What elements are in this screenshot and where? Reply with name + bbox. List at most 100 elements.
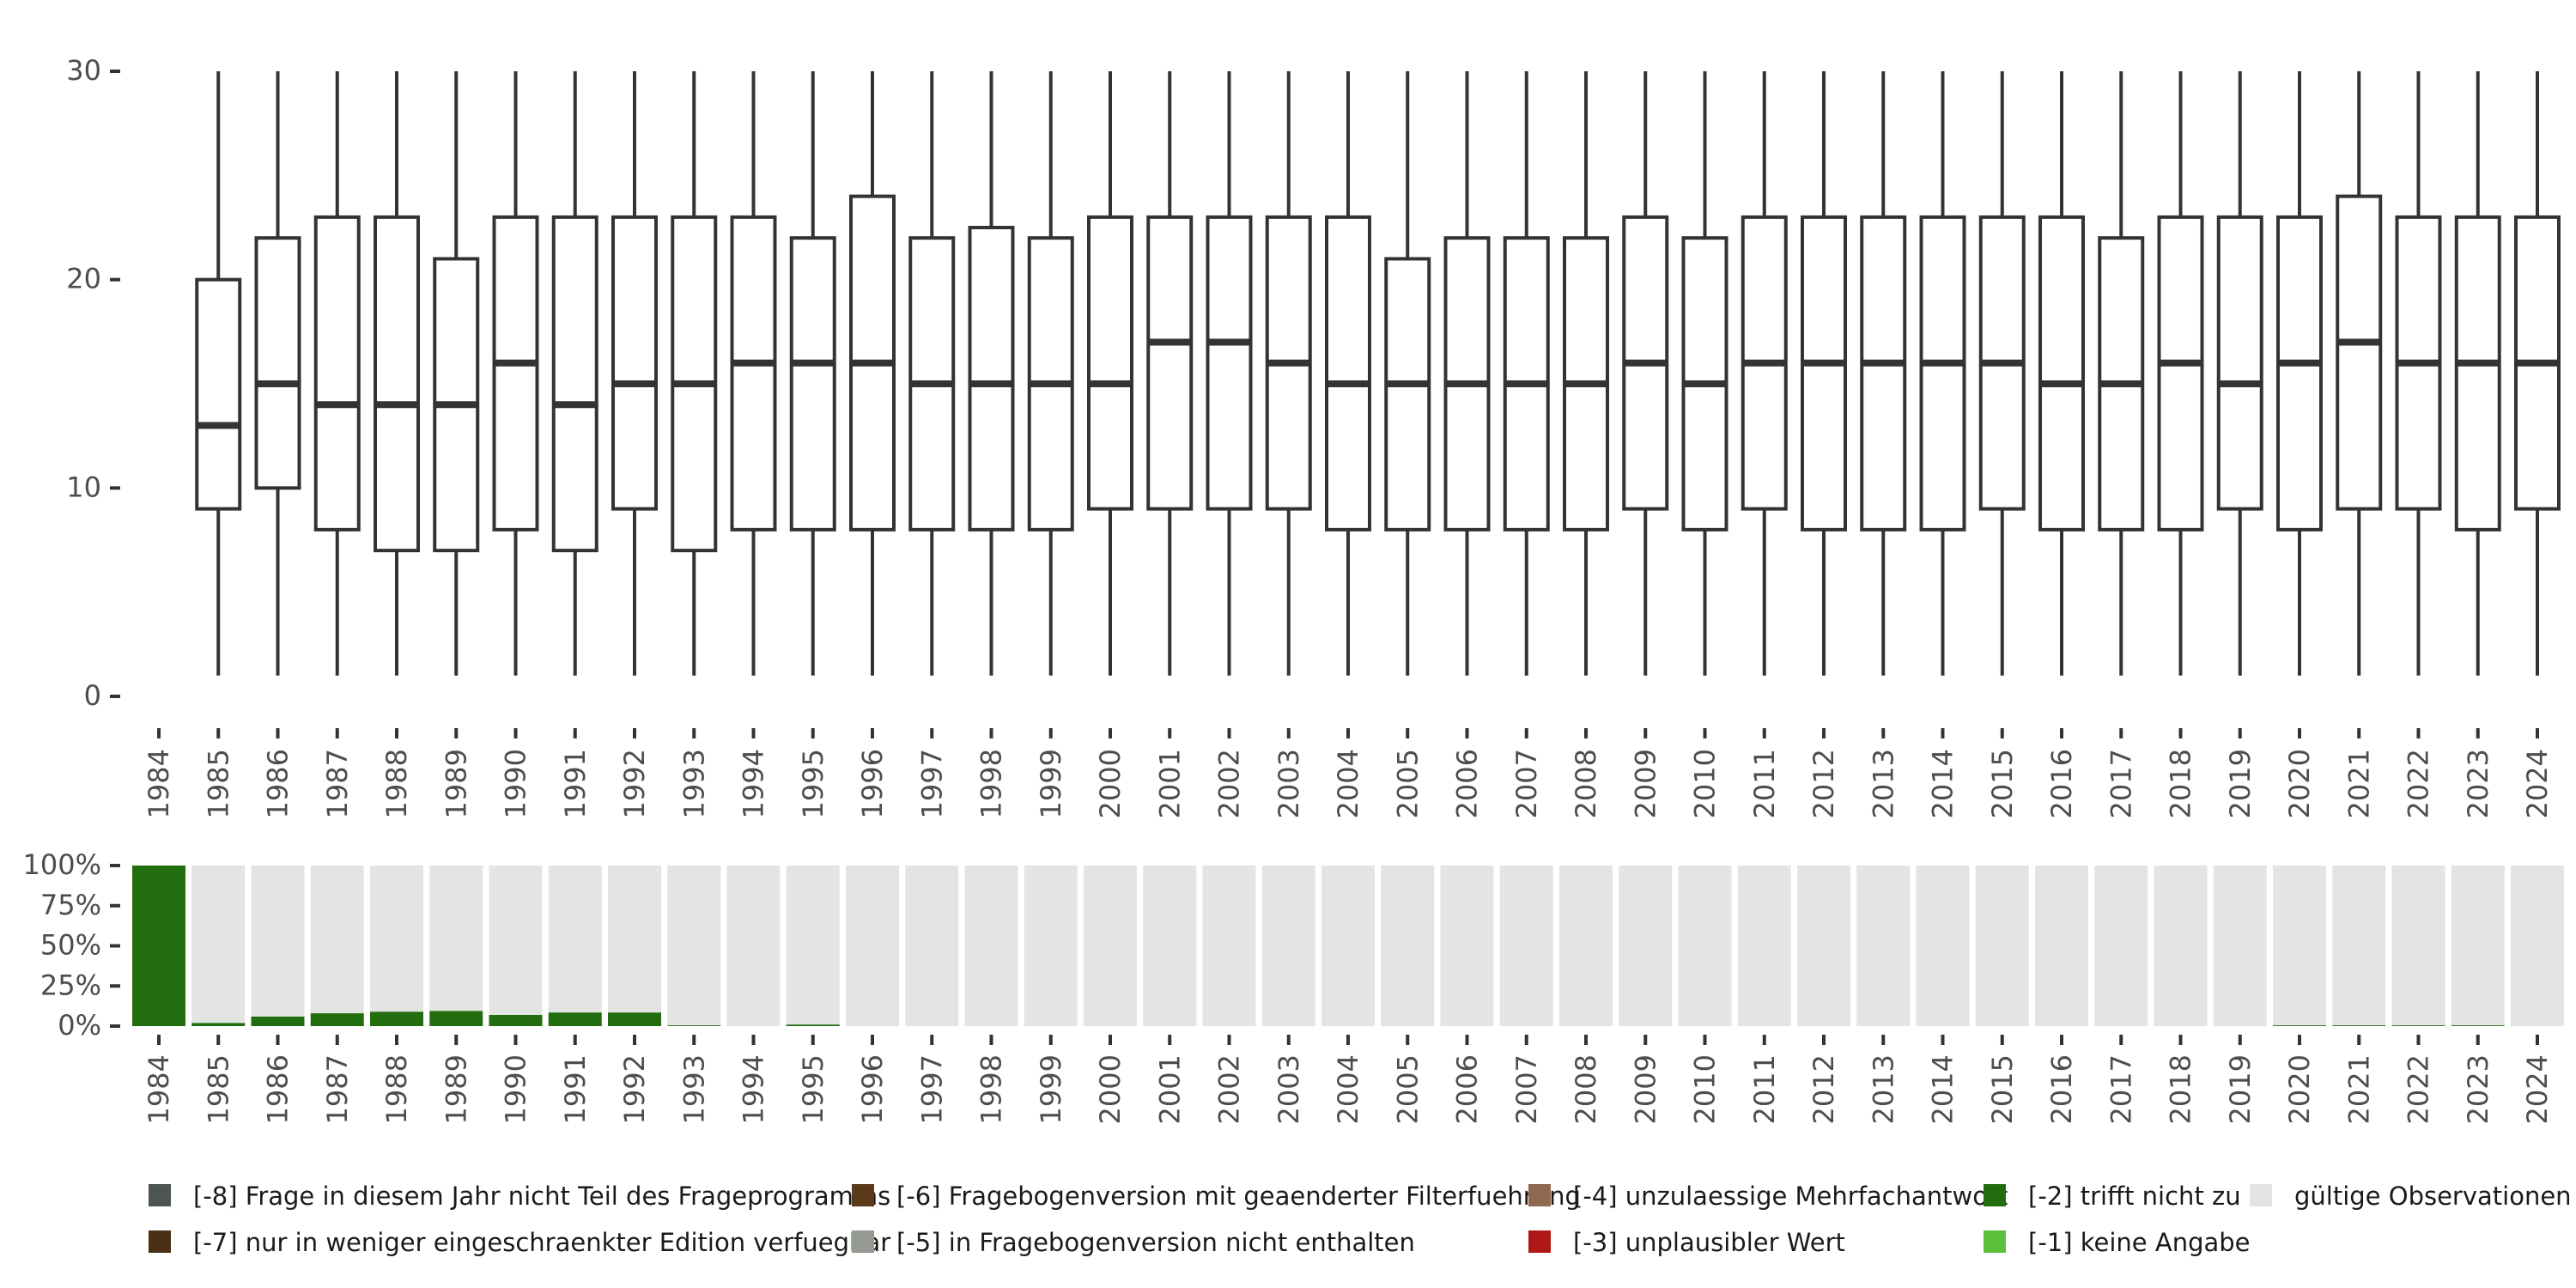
bar-x-tick-label: 1992 — [618, 1054, 651, 1124]
x-tick-label: 2024 — [2521, 749, 2554, 818]
box-iqr — [551, 215, 598, 553]
bar-y-tick-label: 25% — [40, 969, 101, 1001]
bar-x-tick-label: 2014 — [1927, 1054, 1959, 1124]
x-tick-label: 1990 — [500, 749, 532, 818]
bar-x-tick-label: 1999 — [1035, 1054, 1067, 1124]
bar-x-tick-label: 2000 — [1094, 1054, 1127, 1124]
x-tick-label: 1984 — [143, 749, 175, 818]
legend-label: [-8] Frage in diesem Jahr nicht Teil des… — [193, 1182, 890, 1211]
bar-x-tick-label: 1996 — [856, 1054, 889, 1124]
bar-segment — [1321, 866, 1375, 1026]
box-iqr — [2038, 215, 2085, 532]
x-tick-label: 2017 — [2105, 749, 2137, 818]
box-iqr — [492, 215, 539, 532]
x-tick-label: 2015 — [1986, 749, 2019, 818]
box-iqr — [1146, 215, 1194, 511]
x-tick-label: 2018 — [2165, 749, 2197, 818]
bar-x-tick-label: 2006 — [1451, 1054, 1484, 1124]
legend-key — [149, 1184, 171, 1206]
box-iqr — [374, 215, 420, 553]
legend-label: gültige Observationen — [2294, 1182, 2572, 1211]
bar-x-tick-label: 1997 — [915, 1054, 948, 1124]
x-tick-label: 2010 — [1689, 749, 1722, 818]
bar-x-tick-label: 2004 — [1332, 1054, 1364, 1124]
bar-x-tick-label: 1989 — [440, 1054, 472, 1124]
legend-label: [-3] unplausibler Wert — [1573, 1228, 1845, 1257]
legend-label: [-5] in Fragebogenversion nicht enthalte… — [896, 1228, 1415, 1257]
bar-x-tick-label: 2012 — [1807, 1054, 1840, 1124]
stacked-bar-panel: 0% 25% 50% 75% 100% 1984 1985 1986 1987 1988 1989 1… — [23, 848, 2564, 1124]
x-tick-label: 1991 — [559, 749, 592, 818]
x-tick-label: 2005 — [1391, 749, 1424, 818]
bar-segment — [489, 1014, 543, 1026]
bar-x-tick-label: 1987 — [321, 1054, 354, 1124]
bar-y-tick-label: 100% — [23, 848, 101, 881]
box-iqr — [2454, 215, 2501, 532]
legend-key — [1528, 1230, 1551, 1253]
x-tick-label: 1985 — [202, 749, 234, 818]
x-tick-label: 1992 — [618, 749, 651, 818]
bar-x-tick-label: 1995 — [797, 1054, 829, 1124]
bar-segment — [2511, 866, 2564, 1026]
x-tick-label: 1988 — [380, 749, 413, 818]
bar-x-tick-label: 2002 — [1213, 1054, 1246, 1124]
y-tick-label: 10 — [66, 471, 101, 503]
bar-x-tick-label: 2015 — [1986, 1054, 2019, 1124]
bar-segment — [1202, 866, 1256, 1026]
bar-y-tick-label: 50% — [40, 929, 101, 962]
bar-segment — [1261, 866, 1315, 1026]
bar-segment — [2332, 1025, 2386, 1026]
bar-y-tick-label: 75% — [40, 889, 101, 921]
x-tick-label: 2002 — [1213, 749, 1246, 818]
box-iqr — [1801, 215, 1847, 532]
box-iqr — [1206, 215, 1253, 511]
bar-segment — [2391, 866, 2445, 1026]
bar-segment — [1559, 866, 1613, 1026]
bar-segment — [191, 866, 246, 1024]
bar-segment — [251, 866, 305, 1017]
x-tick-label: 1994 — [738, 749, 770, 818]
x-tick-label: 2003 — [1273, 749, 1305, 818]
legend-label: [-7] nur in weniger eingeschraenkter Edi… — [193, 1228, 890, 1257]
bar-x-tick-label: 1993 — [677, 1054, 710, 1124]
box-iqr — [2336, 194, 2383, 511]
bar-y-tick-label: 0% — [58, 1009, 101, 1042]
legend-key — [2250, 1184, 2272, 1206]
bar-x-tick-label: 1998 — [975, 1054, 1008, 1124]
bar-x-tick-label: 2011 — [1748, 1054, 1781, 1124]
box-iqr — [254, 236, 301, 490]
bar-x-tick-label: 2024 — [2521, 1054, 2554, 1124]
bar-x-tick-label: 2016 — [2045, 1054, 2078, 1124]
x-tick-label: 2019 — [2224, 749, 2257, 818]
x-tick-label: 2006 — [1451, 749, 1484, 818]
bar-segment — [310, 1013, 364, 1026]
x-tick-label: 2023 — [2462, 749, 2494, 818]
y-tick-label: 30 — [66, 54, 101, 87]
bar-x-tick-label: 1991 — [559, 1054, 592, 1124]
bar-segment — [370, 866, 423, 1012]
bar-x-tick-label: 2008 — [1570, 1054, 1602, 1124]
x-tick-label: 1999 — [1035, 749, 1067, 818]
bar-segment — [667, 1025, 721, 1026]
box-iqr — [195, 277, 242, 511]
bar-segment — [608, 1012, 661, 1026]
bar-segment — [726, 866, 781, 1026]
bar-segment — [1024, 866, 1078, 1026]
bar-x-tick-label: 2018 — [2165, 1054, 2197, 1124]
bar-segment — [1619, 866, 1673, 1026]
bar-segment — [1678, 866, 1732, 1026]
x-tick-label: 1995 — [797, 749, 829, 818]
x-tick-label: 1989 — [440, 749, 472, 818]
box-iqr — [2276, 215, 2323, 532]
bar-x-tick-label: 1985 — [202, 1054, 234, 1124]
legend-key — [852, 1184, 874, 1206]
bar-x-tick-label: 2022 — [2403, 1054, 2435, 1124]
bar-x-tick-label: 2020 — [2283, 1054, 2316, 1124]
legend-key — [1528, 1184, 1551, 1206]
legend-key — [1984, 1230, 2006, 1253]
bar-x-tick-label: 1990 — [500, 1054, 532, 1124]
x-tick-label: 2021 — [2342, 749, 2375, 818]
bar-segment — [429, 866, 483, 1012]
bar-segment — [1143, 866, 1197, 1026]
